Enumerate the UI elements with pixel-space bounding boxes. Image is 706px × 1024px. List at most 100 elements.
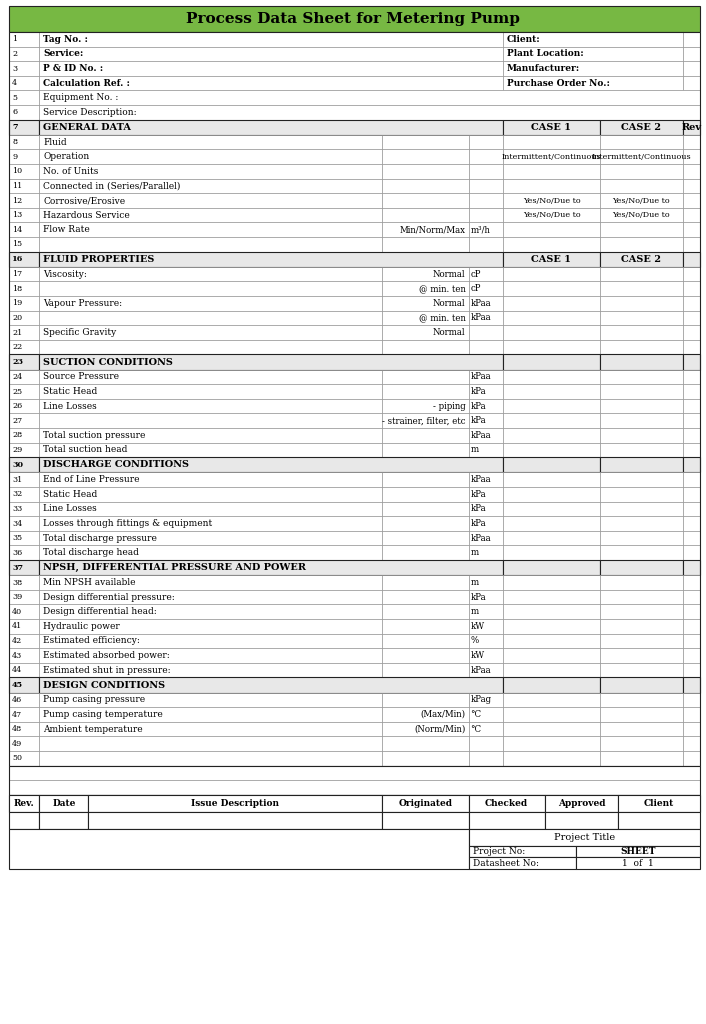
Bar (503, 634, 600, 648)
Text: Min/Norm/Max: Min/Norm/Max (400, 225, 465, 234)
Bar (9, 812, 40, 828)
Text: kPaa: kPaa (470, 313, 491, 323)
Bar (40, 47, 503, 61)
Bar (40, 61, 503, 76)
Text: Estimated efficiency:: Estimated efficiency: (43, 636, 140, 645)
Bar (503, 384, 600, 398)
Bar (40, 194, 382, 208)
Bar (469, 857, 575, 868)
Bar (600, 487, 683, 502)
Text: Fluid: Fluid (43, 137, 67, 146)
Bar (600, 634, 683, 648)
Text: Design differential head:: Design differential head: (43, 607, 157, 616)
Bar (40, 178, 382, 194)
Bar (469, 648, 503, 663)
Bar (382, 575, 469, 590)
Text: Rev.: Rev. (14, 799, 35, 808)
Bar (503, 398, 600, 414)
Text: kPa: kPa (470, 593, 486, 602)
Bar (9, 502, 40, 516)
Bar (9, 354, 40, 370)
Bar (503, 604, 600, 618)
Bar (575, 846, 700, 857)
Bar (382, 135, 469, 150)
Bar (683, 678, 700, 692)
Bar (503, 135, 600, 150)
Bar (382, 326, 469, 340)
Bar (683, 428, 700, 442)
Bar (382, 634, 469, 648)
Bar (600, 252, 683, 267)
Text: Total suction pressure: Total suction pressure (43, 431, 145, 439)
Bar (600, 194, 683, 208)
Text: Static Head: Static Head (43, 489, 97, 499)
Bar (40, 487, 382, 502)
Bar (503, 546, 600, 560)
Bar (382, 722, 469, 736)
Text: Pump casing pressure: Pump casing pressure (43, 695, 145, 705)
Text: SUCTION CONDITIONS: SUCTION CONDITIONS (43, 357, 173, 367)
Bar (469, 384, 503, 398)
Text: Project No:: Project No: (472, 847, 525, 856)
Text: m: m (470, 548, 479, 557)
Bar (600, 560, 683, 575)
Text: 30: 30 (12, 461, 23, 469)
Bar (469, 398, 503, 414)
Bar (503, 194, 600, 208)
Text: Equipment No. :: Equipment No. : (43, 93, 119, 102)
Bar (469, 575, 503, 590)
Text: 48: 48 (12, 725, 22, 733)
Bar (683, 634, 700, 648)
Bar (382, 194, 469, 208)
Bar (40, 384, 382, 398)
Bar (382, 692, 469, 708)
Bar (600, 120, 683, 135)
Text: Ambient temperature: Ambient temperature (43, 725, 143, 733)
Bar (40, 237, 382, 252)
Bar (469, 634, 503, 648)
Text: Pump casing temperature: Pump casing temperature (43, 710, 163, 719)
Bar (683, 47, 700, 61)
Bar (40, 442, 382, 457)
Text: DISCHARGE CONDITIONS: DISCHARGE CONDITIONS (43, 461, 189, 469)
Bar (600, 282, 683, 296)
Text: Intermittent/Continuous: Intermittent/Continuous (502, 153, 602, 161)
Text: End of Line Pressure: End of Line Pressure (43, 475, 140, 484)
Bar (600, 722, 683, 736)
Bar (40, 457, 503, 472)
Text: Service Description:: Service Description: (43, 108, 137, 117)
Text: Plant Location:: Plant Location: (507, 49, 584, 58)
Bar (683, 310, 700, 326)
Bar (469, 604, 503, 618)
Bar (600, 310, 683, 326)
Bar (503, 164, 600, 178)
Bar (469, 812, 544, 828)
Bar (382, 708, 469, 722)
Text: %: % (470, 636, 479, 645)
Bar (9, 766, 700, 795)
Bar (469, 722, 503, 736)
Bar (9, 105, 40, 120)
Text: m: m (470, 578, 479, 587)
Text: 38: 38 (12, 579, 22, 587)
Bar (683, 178, 700, 194)
Bar (469, 846, 575, 857)
Bar (9, 560, 40, 575)
Bar (600, 663, 683, 678)
Bar (40, 296, 382, 310)
Bar (600, 222, 683, 237)
Text: °C: °C (470, 710, 481, 719)
Bar (40, 164, 382, 178)
Bar (544, 812, 618, 828)
Text: FLUID PROPERTIES: FLUID PROPERTIES (43, 255, 155, 264)
Bar (382, 370, 469, 384)
Bar (600, 354, 683, 370)
Text: 37: 37 (12, 563, 23, 571)
Bar (600, 150, 683, 164)
Bar (9, 252, 40, 267)
Bar (683, 560, 700, 575)
Bar (9, 296, 40, 310)
Text: Rev: Rev (681, 123, 701, 132)
Bar (469, 414, 503, 428)
Bar (9, 61, 40, 76)
